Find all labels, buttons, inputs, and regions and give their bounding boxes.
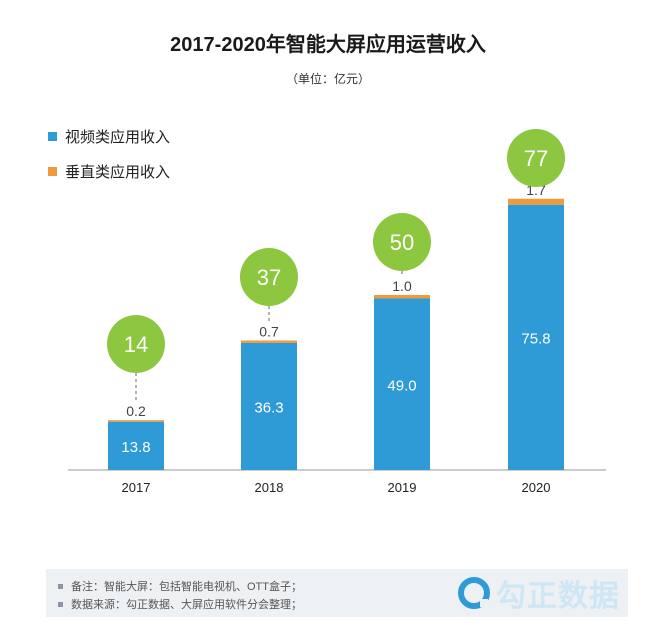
footnote-source: 数据来源：勾正数据、大屏应用软件分会整理； — [58, 596, 302, 612]
x-tick-label-2019: 2019 — [388, 480, 417, 495]
legend-item-vertical: 垂直类应用收入 — [48, 161, 170, 182]
footnote-box: 备注：智能大屏：包括智能电视机、OTT盒子； 数据来源：勾正数据、大屏应用软件分… — [46, 569, 628, 617]
x-tick-label-2017: 2017 — [122, 480, 151, 495]
data-label-vertical-2017: 0.2 — [126, 403, 146, 419]
bar-video-2019 — [374, 298, 430, 470]
data-label-vertical-2019: 1.0 — [392, 278, 412, 294]
footnote-bullet — [58, 601, 63, 607]
total-label-2017: 14 — [124, 332, 148, 357]
legend-swatch-video — [48, 132, 57, 141]
total-label-2018: 37 — [257, 265, 281, 290]
x-tick-label-2020: 2020 — [522, 480, 551, 495]
legend-label-vertical: 垂直类应用收入 — [65, 164, 171, 181]
chart-unit: （单位：亿元） — [285, 72, 370, 86]
ring-logo-icon — [458, 577, 490, 609]
chart-plot: 13.8 0.2 14 2017 36.3 0.7 37 2018 49.0 1.0 50 2019 7… — [68, 129, 606, 495]
legend-label-video: 视频类应用收入 — [65, 129, 171, 146]
data-label-video-2017: 13.8 — [121, 439, 150, 456]
bar-video-2018 — [241, 342, 297, 470]
footnote-remark-text: 备注：智能大屏：包括智能电视机、OTT盒子； — [71, 581, 302, 593]
footnote-bullet — [58, 583, 63, 589]
data-label-video-2020: 75.8 — [521, 330, 550, 347]
bar-vertical-2017 — [108, 420, 164, 422]
footnote-source-text: 数据来源：勾正数据、大屏应用软件分会整理； — [71, 599, 302, 611]
chart-title: 2017-2020年智能大屏应用运营收入 — [170, 34, 486, 56]
x-tick-label-2018: 2018 — [255, 480, 284, 495]
data-label-video-2019: 49.0 — [387, 377, 416, 394]
data-label-vertical-2018: 0.7 — [259, 324, 279, 340]
legend-item-video: 视频类应用收入 — [48, 126, 170, 147]
total-label-2019: 50 — [390, 230, 414, 255]
total-circle-2020 — [507, 129, 565, 187]
bar-video-2020 — [508, 204, 564, 470]
total-circle-2017 — [107, 315, 165, 373]
legend-swatch-vertical — [48, 167, 57, 176]
footnote-remark: 备注：智能大屏：包括智能电视机、OTT盒子； — [58, 578, 302, 594]
total-label-2020: 77 — [524, 146, 548, 171]
bar-vertical-2019 — [374, 295, 430, 299]
data-label-video-2018: 36.3 — [254, 399, 283, 416]
total-circle-2019 — [373, 213, 431, 271]
brand-logo: 勾正数据 — [456, 571, 620, 615]
total-circle-2018 — [240, 248, 298, 306]
bar-vertical-2020 — [508, 198, 564, 205]
bar-video-2017 — [108, 421, 164, 470]
logo-text: 勾正数据 — [496, 580, 620, 613]
bar-vertical-2018 — [241, 340, 297, 343]
